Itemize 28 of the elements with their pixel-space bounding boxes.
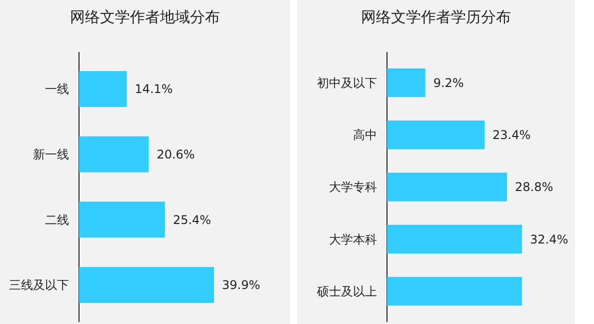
y-tick-label: 三线及以下 (9, 278, 69, 292)
bar (79, 71, 127, 107)
y-tick-label: 高中 (353, 128, 377, 142)
data-label: 9.2% (433, 76, 464, 90)
data-label: 20.6% (156, 148, 195, 162)
y-tick-label: 硕士及以上 (316, 284, 377, 298)
y-tick-label: 大学本科 (329, 232, 377, 246)
data-label: 23.4% (492, 128, 531, 142)
chart-title: 网络文学作者地域分布 (70, 8, 220, 26)
data-label: 39.9% (222, 278, 260, 292)
bar (387, 68, 426, 98)
bar (387, 276, 522, 306)
bar (79, 202, 165, 238)
y-tick-label: 一线 (45, 82, 69, 96)
data-label: 32.4% (530, 232, 568, 246)
data-label: 14.1% (134, 82, 173, 96)
bar (79, 136, 149, 172)
bar (387, 120, 484, 150)
bar (79, 267, 214, 303)
bar (387, 224, 522, 254)
bar (387, 172, 507, 202)
data-label: 25.4% (172, 212, 212, 227)
data-label: 28.8% (515, 180, 554, 194)
y-tick-label: 二线 (45, 212, 69, 227)
chart-title: 网络文学作者学历分布 (361, 8, 511, 26)
y-tick-label: 大学专科 (329, 180, 377, 194)
y-tick-label: 初中及以下 (317, 76, 377, 90)
y-tick-label: 新一线 (33, 148, 69, 162)
